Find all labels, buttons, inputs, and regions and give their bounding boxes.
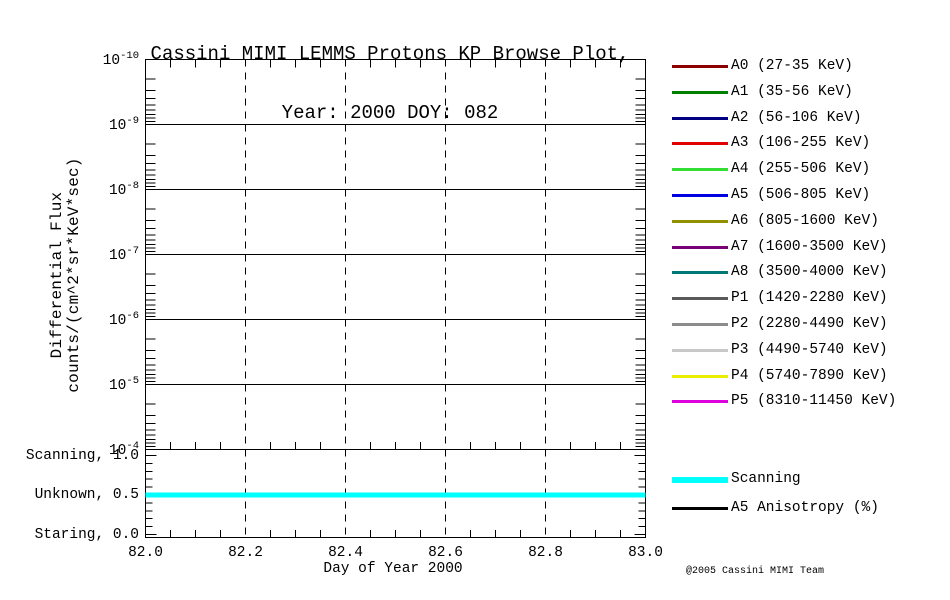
scan-mode-label: Unknown, 0.5 <box>34 487 139 503</box>
legend-label-a0: A0 (27-35 KeV) <box>731 58 853 74</box>
y-axis-tick-label: 10-9 <box>108 114 139 134</box>
legend-label-p1: P1 (1420-2280 KeV) <box>731 290 888 307</box>
plot-title-line2: Year: 2000 DOY: 082 <box>281 101 499 124</box>
legend-label-p4: P4 (5740-7890 KeV) <box>731 367 888 384</box>
legend-line-p4 <box>672 374 728 378</box>
scan-mode-label: Scanning, 1.0 <box>25 447 139 464</box>
legend-line-a4 <box>672 168 728 172</box>
x-axis-tick-label: 82.6 <box>428 545 463 561</box>
legend-label-p3: P3 (4490-5740 KeV) <box>731 341 888 358</box>
y-axis-tick-exponent: -4 <box>126 439 139 452</box>
legend-line-a0 <box>672 65 728 68</box>
y-axis-tick-exponent: -9 <box>126 114 139 127</box>
y-axis-tick-label: 10-5 <box>108 374 139 394</box>
y-axis-tick-label: 10-8 <box>108 179 139 199</box>
legend-label-a3: A3 (106-255 KeV) <box>731 135 871 152</box>
legend-line-p1 <box>672 297 728 301</box>
legend-label-a7: A7 (1600-3500 KeV) <box>731 238 888 255</box>
y-axis-tick-exponent: -5 <box>126 374 139 387</box>
legend-line-p5 <box>672 400 728 404</box>
legend-label-a4: A4 (255-506 KeV) <box>731 161 871 178</box>
legend-line-a6 <box>672 219 728 223</box>
legend-label-a6: A6 (805-1600 KeV) <box>731 212 879 229</box>
y-axis-tick-exponent: -7 <box>126 244 139 257</box>
y-axis-tick-exponent: -10 <box>120 49 139 62</box>
y-axis-tick-label: 10-10 <box>102 49 139 69</box>
y-axis-tick-exponent: -6 <box>126 309 139 322</box>
legend-label-p5: P5 (8310-11450 KeV) <box>731 393 897 410</box>
plot-title-line1: Cassini MIMI LEMMS Protons KP Browse Plo… <box>150 43 630 65</box>
y-axis-tick-exponent: -8 <box>126 179 139 192</box>
y-axis-tick-label: 10-7 <box>108 244 139 264</box>
legend-line-a5 <box>672 507 728 510</box>
legend-line-a2 <box>672 116 728 120</box>
credit-line1: @2005 Cassini MIMI Team <box>686 566 825 577</box>
legend-line-p2 <box>672 323 728 326</box>
legend-label-p2: P2 (2280-4490 KeV) <box>731 316 888 332</box>
x-axis-tick-label: 82.8 <box>528 545 563 561</box>
scan-mode-label: Staring, 0.0 <box>34 526 139 543</box>
legend-line-a1 <box>672 90 728 94</box>
x-axis-tick-label: 82.2 <box>228 545 263 561</box>
legend-line-a5 <box>672 194 728 197</box>
legend-label-a8: A8 (3500-4000 KeV) <box>731 264 888 281</box>
x-axis-tick-label: 82.4 <box>328 545 363 561</box>
legend-label-a5: A5 (506-805 KeV) <box>731 187 871 203</box>
legend-line-p3 <box>672 348 728 352</box>
credit-text: @2005 Cassini MIMI Team Fundamental Tech… <box>686 542 860 600</box>
x-axis-tick-label: 83.0 <box>628 545 663 561</box>
plot-title: Cassini MIMI LEMMS Protons KP Browse Plo… <box>90 6 690 162</box>
legend-label-scanning: Scanning <box>731 471 801 487</box>
legend-line-a7 <box>672 245 728 249</box>
y-axis-tick-label: 10-6 <box>108 309 139 329</box>
x-axis-title: Day of Year 2000 <box>323 561 463 577</box>
y-axis-tick-label: 10-4 <box>108 439 139 459</box>
legend-label-a2: A2 (56-106 KeV) <box>731 109 862 126</box>
legend-line-a3 <box>672 142 728 146</box>
legend-label-a1: A1 (35-56 KeV) <box>731 83 853 100</box>
legend-label-a5: A5 Anisotropy (%) <box>731 500 879 516</box>
legend-line-scanning <box>672 476 728 483</box>
legend-line-a8 <box>672 271 728 275</box>
x-axis-tick-label: 82.0 <box>128 545 163 561</box>
